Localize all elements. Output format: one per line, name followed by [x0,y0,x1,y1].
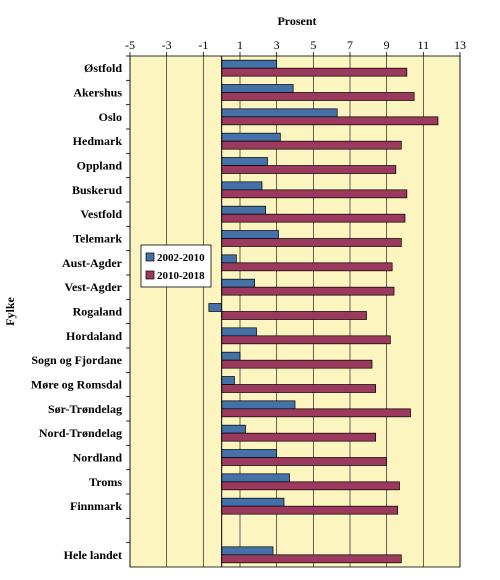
bar-Sogn og Fjordane-2010-2018 [221,359,373,369]
legend: 2002-2010 2010-2018 [140,244,212,288]
bar-Akershus-2010-2018 [221,92,415,101]
category-label: Telemark [73,232,122,246]
x-tick-label: 1 [237,38,243,52]
x-tick-label: -3 [162,38,172,52]
legend-swatch-2002-2010 [145,252,155,262]
bar-Troms-2002-2010 [221,473,290,483]
bar-Sogn og Fjordane-2002-2010 [221,351,241,361]
bar-Troms-2010-2018 [221,481,400,491]
x-tick-label: 3 [274,38,280,52]
plot-border [129,55,461,568]
bar-Finnmark-2010-2018 [221,505,399,515]
bar-Oslo-2010-2018 [221,116,439,126]
x-tick-label: 9 [384,38,390,52]
bar-Møre og Romsdal-2010-2018 [221,384,377,393]
category-label: Hordaland [66,329,122,343]
bar-Hedmark-2002-2010 [221,132,281,142]
bar-Vest-Agder-2002-2010 [221,278,256,288]
x-tick-label: 7 [347,38,353,52]
category-label: Buskerud [72,183,122,197]
bar-Hordaland-2002-2010 [221,327,257,337]
category-label: Møre og Romsdal [31,378,123,392]
bar-Østfold-2002-2010 [221,59,278,69]
bar-Vest-Agder-2010-2018 [221,286,395,296]
x-tick-labels: -5 -3 -1 1 3 5 7 9 11 13 [125,38,466,56]
bar-Oslo-2002-2010 [221,108,338,118]
category-label: Akershus [73,86,122,100]
category-label: Troms [89,475,122,489]
category-label: Nord-Trøndelag [39,426,122,440]
x-tick-label: -5 [125,38,135,52]
category-label: Hedmark [73,134,123,148]
bar-Aust-Agder-2002-2010 [221,254,237,264]
bar-Hele landet-2002-2010 [221,546,274,556]
bar-Vestfold-2002-2010 [221,205,267,215]
category-label: Oppland [77,159,123,173]
x-tick-label: -1 [198,38,208,52]
category-label: Rogaland [73,305,123,319]
bar-Finnmark-2002-2010 [221,497,285,507]
bar-Vestfold-2010-2018 [221,213,406,223]
category-labels: Østfold Akershus Oslo Hedmark Oppland Buskeru… [31,55,130,562]
bar-Akershus-2002-2010 [221,84,294,93]
bar-Nordland-2002-2010 [221,449,278,458]
bar-Oppland-2002-2010 [221,157,268,166]
category-label: Oslo [99,110,122,124]
bar-Østfold-2010-2018 [221,67,408,77]
bar-Sør-Trøndelag-2010-2018 [221,408,411,418]
bar-Rogaland-2010-2018 [221,311,367,320]
x-axis-title: Prosent [277,14,316,28]
x-tick-label: 11 [418,38,430,52]
bar-Hordaland-2010-2018 [221,335,391,345]
legend-swatch-2010-2018 [145,270,155,280]
bar-Nord-Trøndelag-2002-2010 [221,424,246,434]
bar-Telemark-2002-2010 [221,230,279,239]
bar-Telemark-2010-2018 [221,238,402,247]
bar-Buskerud-2010-2018 [221,189,408,199]
category-label: Østfold [84,61,122,75]
bar-Hele landet-2010-2018 [221,554,402,564]
category-label: Vest-Agder [64,280,122,294]
bars [208,59,439,564]
bar-Nord-Trøndelag-2010-2018 [221,432,377,442]
category-label: Hele landet [64,548,122,562]
bar-Aust-Agder-2010-2018 [221,262,393,272]
category-label: Vestfold [80,207,122,221]
bar-Oppland-2010-2018 [221,165,397,174]
x-tick-label: 13 [454,38,466,52]
category-label: Sør-Trøndelag [48,402,122,416]
bar-Sør-Trøndelag-2002-2010 [221,400,296,410]
category-label: Finnmark [70,499,122,513]
bar-Buskerud-2002-2010 [221,181,263,191]
bar-Hedmark-2010-2018 [221,140,402,150]
y-axis-title: Fylke [3,296,17,325]
bar-Nordland-2010-2018 [221,457,388,466]
bar-Møre og Romsdal-2002-2010 [221,376,235,385]
category-label: Aust-Agder [62,256,123,270]
bar-Rogaland-2002-2010 [208,303,223,312]
legend-label-2010-2018: 2010-2018 [157,270,205,282]
legend-label-2002-2010: 2002-2010 [157,252,205,264]
x-tick-label: 5 [310,38,316,52]
category-label: Nordland [73,451,123,465]
category-label: Sogn og Fjordane [31,353,122,367]
legend-box [140,244,212,288]
